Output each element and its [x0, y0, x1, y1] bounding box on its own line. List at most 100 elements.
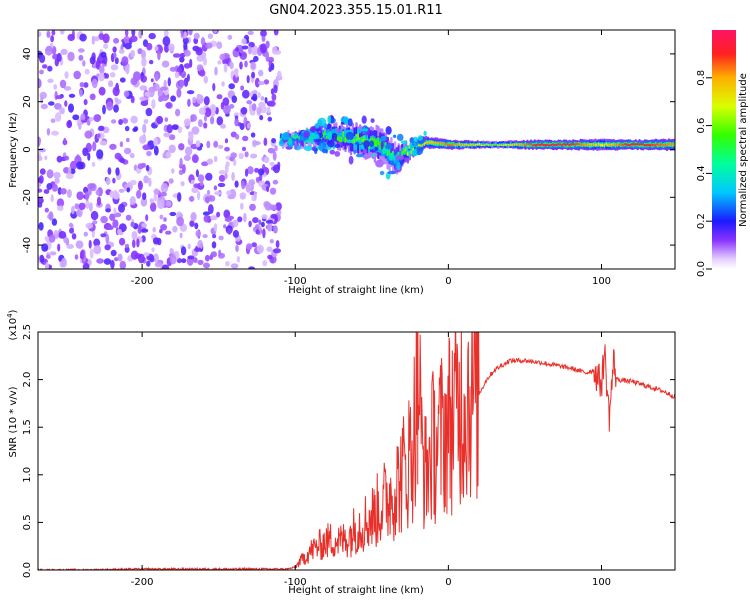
- noise-blob: [190, 179, 195, 185]
- noise-blob: [46, 128, 51, 136]
- noise-blob: [122, 118, 129, 124]
- band-spot: [357, 128, 362, 134]
- band-spot: [327, 115, 332, 124]
- noise-blob: [112, 86, 120, 97]
- band-segment: [548, 144, 551, 147]
- noise-blob: [139, 135, 147, 144]
- noise-blob: [152, 226, 156, 233]
- band-segment: [467, 143, 470, 146]
- noise-blob: [187, 255, 195, 260]
- noise-blob: [177, 192, 182, 202]
- noise-blob: [223, 105, 231, 115]
- noise-blob: [276, 70, 282, 79]
- noise-blob: [210, 116, 215, 125]
- x-tick-label: 0: [445, 577, 451, 588]
- noise-blob: [217, 60, 222, 65]
- noise-blob: [212, 234, 217, 239]
- band-spot: [309, 126, 317, 133]
- band-segment: [539, 143, 542, 147]
- noise-blob: [182, 164, 186, 174]
- band-segment: [406, 151, 410, 157]
- noise-blob: [38, 222, 44, 231]
- noise-blob: [174, 71, 180, 79]
- noise-blob: [146, 260, 151, 267]
- noise-blob: [202, 234, 208, 239]
- y-tick-label: -20: [22, 189, 33, 205]
- band-spot: [334, 144, 341, 148]
- noise-blob: [235, 134, 240, 140]
- noise-blob: [89, 93, 96, 101]
- noise-blob: [204, 114, 207, 122]
- noise-blob: [212, 83, 216, 92]
- noise-blob: [113, 207, 117, 215]
- noise-blob: [273, 30, 279, 36]
- noise-blob: [229, 61, 234, 70]
- noise-blob: [54, 103, 62, 110]
- band-segment: [483, 144, 487, 147]
- noise-blob: [142, 144, 151, 151]
- noise-blob: [55, 112, 62, 122]
- noise-blob: [258, 69, 264, 77]
- noise-blob: [188, 132, 194, 142]
- noise-blob: [232, 219, 239, 228]
- noise-blob: [162, 152, 167, 159]
- noise-blob: [45, 51, 52, 55]
- band-spot: [372, 153, 376, 158]
- noise-blob: [115, 167, 120, 176]
- noise-blob: [194, 247, 202, 252]
- band-spot: [278, 140, 284, 147]
- noise-blob: [252, 89, 258, 95]
- x-tick-label: 100: [592, 577, 611, 588]
- noise-blob: [239, 61, 243, 70]
- band-segment: [336, 135, 340, 141]
- noise-blob: [92, 141, 97, 152]
- noise-blob: [192, 96, 197, 104]
- noise-blob: [60, 48, 68, 56]
- noise-blob: [168, 144, 176, 154]
- band-segment: [439, 142, 443, 146]
- band-spot: [331, 132, 338, 139]
- noise-blob: [195, 47, 203, 56]
- noise-blob: [200, 180, 204, 187]
- band-segment: [515, 143, 518, 146]
- noise-blob: [99, 140, 108, 146]
- noise-blob: [273, 84, 278, 94]
- band-segment: [553, 143, 557, 147]
- noise-blob: [243, 212, 247, 223]
- noise-blob: [82, 262, 90, 269]
- snr-panel: -200 -100 0 100 0.0 0.5 1.0 1.5 2.0 2.5 Height o…: [6, 309, 676, 596]
- y-tick-label: 1.5: [22, 419, 33, 435]
- noise-blob: [146, 150, 152, 157]
- noise-blob: [258, 168, 265, 176]
- noise-blob: [247, 166, 254, 175]
- noise-blob: [261, 214, 268, 220]
- noise-blob: [181, 258, 187, 264]
- noise-blob: [251, 242, 257, 248]
- noise-blob: [269, 187, 277, 195]
- noise-blob: [137, 180, 143, 191]
- band-spot: [327, 123, 332, 130]
- noise-blob: [150, 202, 157, 212]
- noise-blob: [179, 79, 185, 87]
- noise-blob: [189, 220, 195, 228]
- noise-blob: [39, 168, 46, 175]
- noise-blob: [170, 254, 177, 265]
- noise-blob: [48, 211, 54, 221]
- band-segment: [450, 144, 454, 147]
- noise-blob: [114, 191, 120, 200]
- colorbar-gradient: [712, 30, 736, 269]
- noise-blob: [165, 102, 172, 109]
- band-segment: [377, 137, 380, 146]
- noise-blob: [136, 189, 142, 199]
- noise-blob: [246, 75, 250, 84]
- noise-blob: [210, 251, 217, 258]
- noise-blob: [50, 194, 54, 203]
- x-tick-label: -200: [131, 577, 154, 588]
- noise-blob: [255, 229, 260, 235]
- band-segment: [607, 143, 610, 147]
- noise-blob: [171, 168, 175, 174]
- band-segment: [461, 144, 465, 147]
- noise-blob: [76, 209, 81, 217]
- noise-blob: [186, 90, 195, 95]
